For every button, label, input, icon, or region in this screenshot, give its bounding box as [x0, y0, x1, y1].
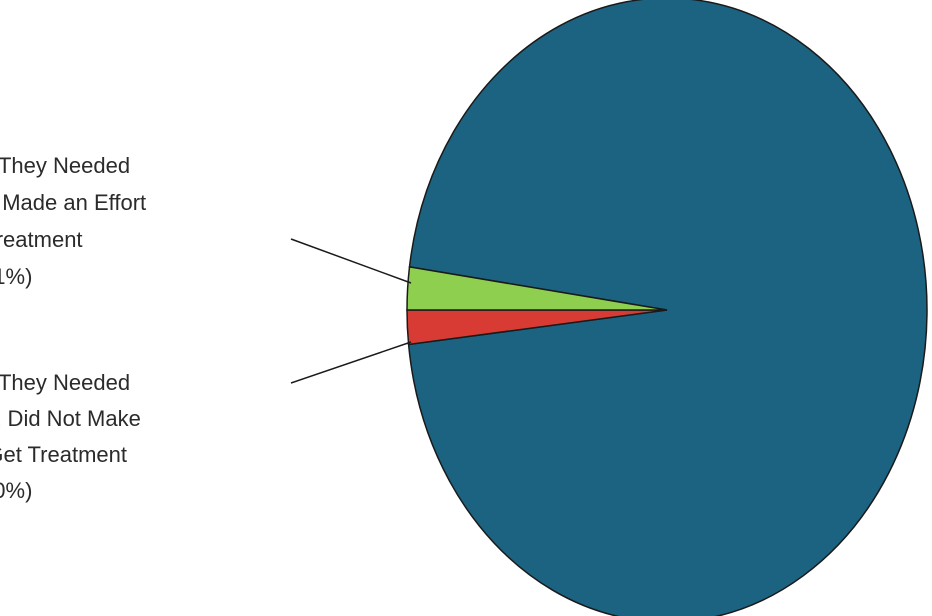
label-line: to Get Treatment [0, 227, 83, 252]
label-line: (94.9%) [0, 358, 39, 383]
label-line: Treatment and Made an Effort [0, 190, 146, 215]
label-line: (3.0%) [0, 478, 32, 503]
label-line: an Effort to Get Treatment [0, 442, 127, 467]
slice-label-made-effort: 392,000 Felt They Needed Treatment and Ma… [0, 153, 146, 289]
label-line: Treatment and Did Not Make [0, 406, 141, 431]
label-line: 573,000 Felt They Needed [0, 370, 130, 395]
label-line: 17.9 Million [0, 244, 56, 269]
slice-did-not-feel-needed [407, 0, 928, 616]
leader-lines [290, 238, 412, 384]
pie-slices [406, 0, 928, 616]
leader-line-did-not-make-effort [290, 341, 412, 384]
label-line: 392,000 Felt They Needed [0, 153, 130, 178]
slice-made-effort [406, 266, 668, 311]
slice-label-did-not-make-effort: 573,000 Felt They Needed Treatment and Di… [0, 370, 141, 503]
label-line: (2.1%) [0, 264, 32, 289]
label-line: Did Not Feel They [0, 282, 88, 307]
leader-line-made-effort [290, 238, 412, 284]
label-line: Needed Treatment [0, 320, 91, 345]
slice-label-did-not-feel: 17.9 Million Did Not Feel They Needed Trea… [0, 244, 91, 383]
